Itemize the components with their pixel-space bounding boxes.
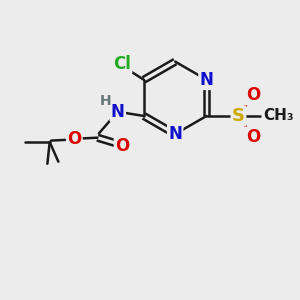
Text: N: N	[200, 71, 214, 89]
Text: H: H	[100, 94, 111, 109]
Text: CH₃: CH₃	[263, 109, 294, 124]
Text: Cl: Cl	[113, 55, 131, 73]
Text: O: O	[115, 137, 129, 155]
Text: O: O	[246, 86, 260, 104]
Text: O: O	[67, 130, 81, 148]
Text: S: S	[232, 107, 245, 125]
Text: N: N	[168, 125, 182, 143]
Text: O: O	[246, 128, 260, 146]
Text: N: N	[111, 103, 125, 121]
